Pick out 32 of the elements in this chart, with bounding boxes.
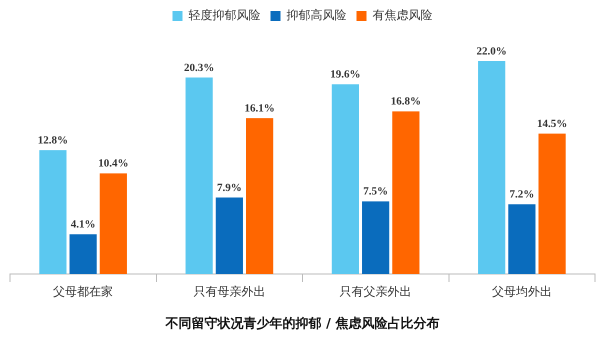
bar (70, 234, 97, 274)
legend-label: 轻度抑郁风险 (188, 8, 260, 22)
bar (538, 134, 566, 274)
data-label: 4.1% (70, 218, 96, 231)
data-label: 20.3% (184, 62, 214, 74)
bar (246, 118, 274, 274)
data-label: 10.4% (98, 158, 128, 170)
x-tick-label: 只有父亲外出 (340, 284, 412, 298)
data-label: 14.5% (536, 118, 568, 130)
data-label: 19.6% (330, 68, 361, 81)
bar (478, 61, 506, 274)
data-label: 12.8% (38, 134, 68, 146)
bar (100, 173, 127, 274)
data-label: 7.2% (510, 188, 534, 201)
bar (362, 201, 390, 274)
legend-label: 抑郁高风险 (286, 8, 346, 22)
bar (216, 198, 243, 274)
data-label: 7.5% (363, 186, 388, 198)
x-tick-label: 父母都在家 (53, 284, 114, 298)
bar (186, 77, 213, 274)
x-tick-label: 父母均外出 (492, 284, 552, 298)
bar (508, 204, 536, 274)
data-label: 7.9% (217, 182, 242, 194)
data-label: 16.8% (390, 96, 421, 108)
legend-label: 有焦虑风险 (372, 8, 432, 22)
text: 不同留守状况青少年的抑郁 / 焦虑风险占比分布 (164, 316, 440, 332)
data-label: 22.0% (476, 45, 507, 58)
bar (332, 84, 359, 274)
x-tick-label: 只有母亲外出 (193, 284, 266, 298)
bar (392, 111, 420, 274)
data-label: 16.1% (244, 102, 275, 114)
bar (39, 150, 66, 274)
